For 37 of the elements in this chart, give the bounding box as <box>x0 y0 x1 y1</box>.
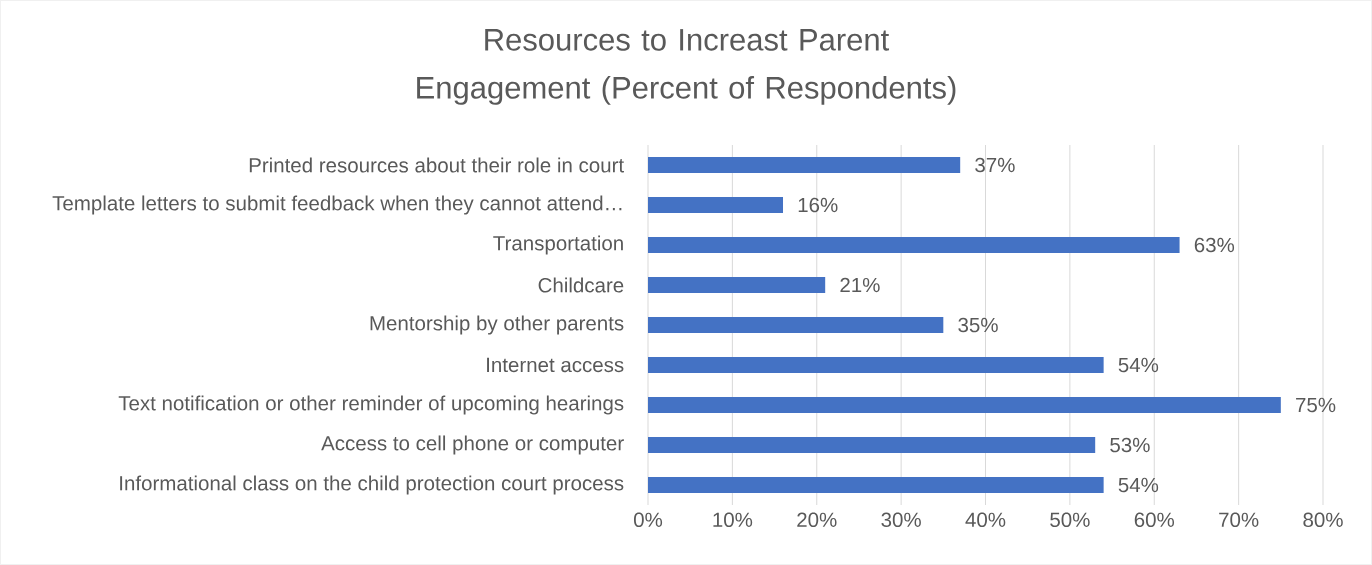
bar <box>648 437 1096 453</box>
y-tick-label: Childcare <box>538 277 624 293</box>
bar <box>648 397 1281 413</box>
data-label: 16% <box>798 197 838 213</box>
data-label: 53% <box>1110 437 1150 453</box>
data-label: 37% <box>975 157 1015 173</box>
y-tick-label: Transportation <box>493 235 623 255</box>
data-label: 21% <box>840 277 880 293</box>
data-label: 54% <box>1118 357 1159 373</box>
data-label: 63% <box>1194 237 1235 253</box>
x-tick-label: 70% <box>1219 512 1259 528</box>
bar <box>648 317 944 334</box>
x-tick-label: 60% <box>1134 512 1175 528</box>
y-tick-label: Informational class on the child protection court process <box>120 475 624 495</box>
data-label: 35% <box>958 317 998 333</box>
bar <box>648 197 784 214</box>
x-tick-label: 40% <box>965 512 1006 528</box>
x-tick-label: 30% <box>881 512 921 528</box>
y-tick-label: Mentorship by other parents <box>370 315 624 335</box>
y-tick-label: Template letters to submit feedback when they cannot attend… <box>52 195 622 215</box>
x-tick-label: 0% <box>633 512 663 528</box>
y-tick-label: Text notification or other reminder of upcoming hearings <box>118 395 624 415</box>
bar <box>648 157 961 174</box>
data-label: 75% <box>1296 397 1336 413</box>
bar <box>648 477 1104 494</box>
y-tick-label: Access to cell phone or computer <box>321 435 624 455</box>
y-tick-label: Printed resources about their role in court <box>249 157 624 173</box>
bar <box>648 357 1104 374</box>
x-tick-label: 20% <box>797 512 837 528</box>
x-tick-label: 50% <box>1050 512 1090 528</box>
data-label: 54% <box>1118 477 1159 493</box>
bar <box>648 277 826 293</box>
chart-title: Resources to Increast Parent Engagement (Percent of Respondents) <box>417 29 956 105</box>
x-tick-label: 80% <box>1303 512 1343 528</box>
bar <box>648 237 1180 253</box>
y-tick-label: Internet access <box>487 357 624 373</box>
x-tick-label: 10% <box>713 512 753 528</box>
